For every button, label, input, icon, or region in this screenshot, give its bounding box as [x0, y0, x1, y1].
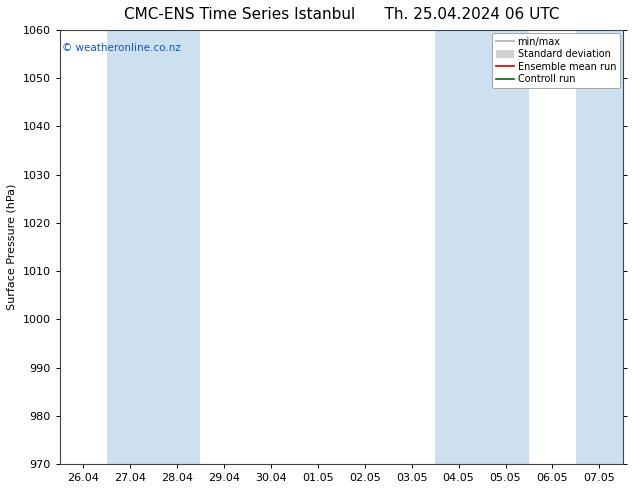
- Legend: min/max, Standard deviation, Ensemble mean run, Controll run: min/max, Standard deviation, Ensemble me…: [493, 33, 620, 88]
- Title: CMC-ENS Time Series Istanbul      Th. 25.04.2024 06 UTC: CMC-ENS Time Series Istanbul Th. 25.04.2…: [124, 7, 559, 22]
- Text: © weatheronline.co.nz: © weatheronline.co.nz: [63, 43, 181, 53]
- Y-axis label: Surface Pressure (hPa): Surface Pressure (hPa): [7, 184, 17, 310]
- Bar: [576, 30, 623, 464]
- Bar: [107, 30, 200, 464]
- Bar: [435, 30, 529, 464]
